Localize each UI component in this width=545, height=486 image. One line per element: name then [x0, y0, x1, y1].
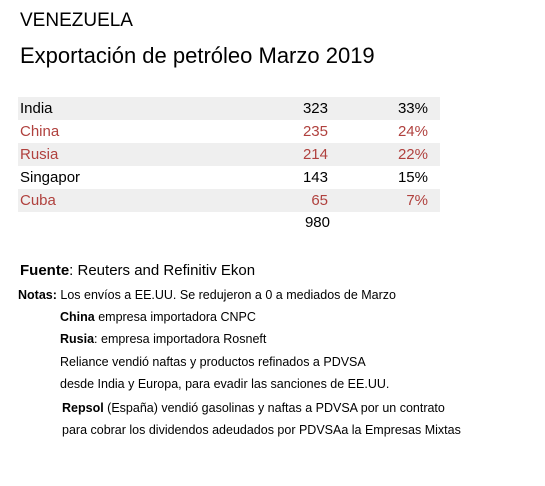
- share: 33%: [397, 100, 428, 117]
- country: Singapor: [20, 169, 81, 186]
- share: 22%: [397, 146, 428, 163]
- note-bold: Notas:: [18, 288, 57, 302]
- note-line: Repsol (España) vendió gasolinas y nafta…: [62, 401, 445, 415]
- share: 7%: [406, 192, 428, 209]
- note-text: empresa importadora CNPC: [94, 310, 256, 324]
- note-line: Reliance vendió naftas y productos refin…: [60, 355, 366, 369]
- volume: 235: [302, 123, 328, 140]
- table-row: Rusia 214 22%: [18, 143, 440, 166]
- note-bold: China: [60, 310, 95, 324]
- total: 980: [304, 214, 330, 231]
- table-row: China 235 24%: [18, 120, 440, 143]
- country: China: [20, 123, 60, 140]
- note-text: : empresa importadora Rosneft: [94, 332, 267, 346]
- source-text: : Reuters and Refinitiv Ekon: [69, 262, 256, 279]
- share: 15%: [397, 169, 428, 186]
- note-bold: Rusia: [60, 332, 95, 346]
- table-row: India 323 33%: [18, 97, 440, 120]
- country: Cuba: [20, 192, 56, 209]
- title: VENEZUELA: [20, 10, 133, 31]
- country: Rusia: [20, 146, 59, 163]
- country: India: [20, 100, 53, 117]
- source: Fuente: Reuters and Refinitiv Ekon: [20, 262, 255, 279]
- note-bold: Repsol: [62, 401, 104, 415]
- note-text: para cobrar los dividendos adeudados por…: [62, 423, 461, 437]
- volume: 214: [302, 146, 328, 163]
- note-text: (España) vendió gasolinas y naftas a PDV…: [103, 401, 445, 415]
- volume: 323: [302, 100, 328, 117]
- subtitle: Exportación de petróleo Marzo 2019: [20, 43, 375, 68]
- table-row: Cuba 65 7%: [18, 189, 440, 212]
- note-text: Reliance vendió naftas y productos refin…: [60, 355, 366, 369]
- table-row: Singapor 143 15%: [18, 166, 440, 189]
- note-line: Rusia: empresa importadora Rosneft: [60, 332, 266, 346]
- note-text: desde India y Europa, para evadir las sa…: [60, 377, 390, 391]
- note-text: Los envíos a EE.UU. Se redujeron a 0 a m…: [56, 288, 396, 302]
- source-label: Fuente: [20, 262, 70, 279]
- note-line: Notas: Los envíos a EE.UU. Se redujeron …: [18, 288, 396, 302]
- volume: 143: [302, 169, 328, 186]
- note-line: desde India y Europa, para evadir las sa…: [60, 377, 389, 391]
- note-line: China empresa importadora CNPC: [60, 310, 256, 324]
- note-line: para cobrar los dividendos adeudados por…: [62, 423, 461, 437]
- share: 24%: [397, 123, 428, 140]
- volume: 65: [311, 192, 328, 209]
